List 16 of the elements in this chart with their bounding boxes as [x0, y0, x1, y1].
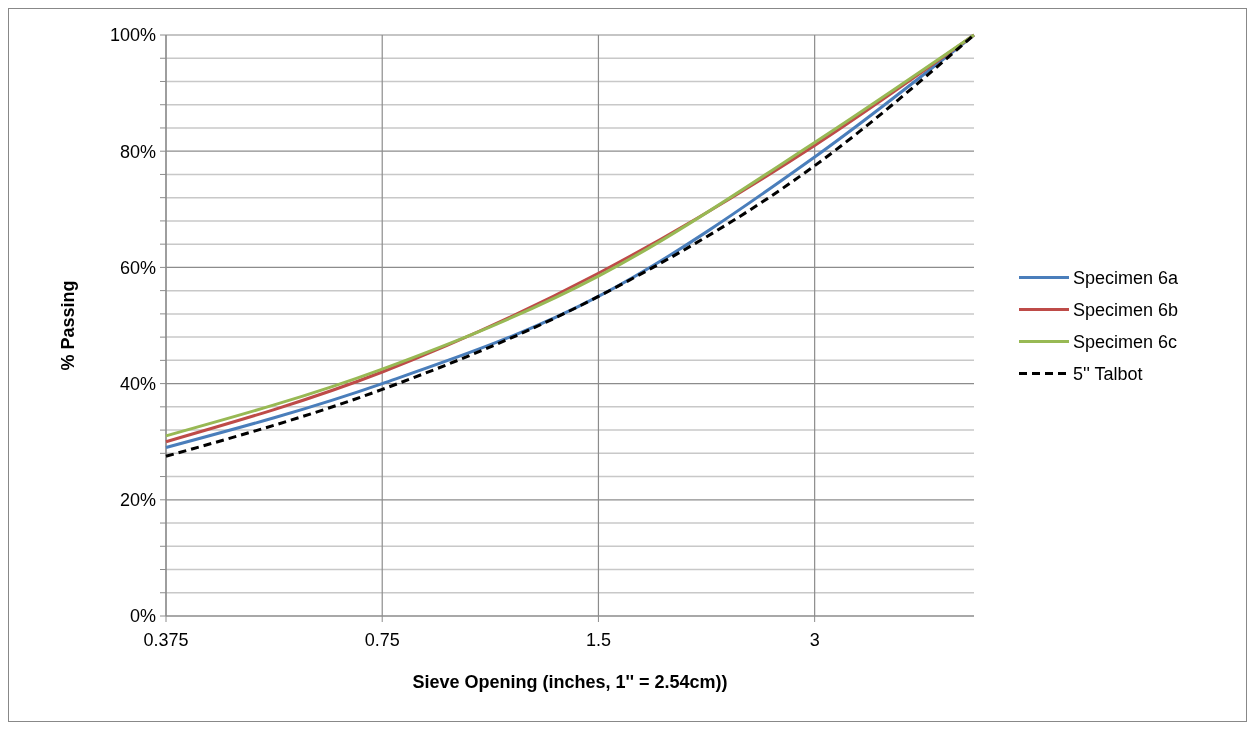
legend-label: 5'' Talbot	[1073, 363, 1143, 384]
y-tick-label: 40%	[119, 373, 156, 394]
y-tick-label: 60%	[119, 257, 156, 278]
y-tick-label: 80%	[119, 141, 156, 162]
x-axis-title: Sieve Opening (inches, 1'' = 2.54cm))	[412, 672, 728, 692]
x-tick-label: 0.375	[143, 630, 189, 650]
y-tick-label: 20%	[119, 490, 156, 511]
legend-label: Specimen 6c	[1073, 331, 1178, 352]
y-axis-title: % Passing	[58, 280, 78, 371]
legend-label: Specimen 6b	[1073, 299, 1179, 320]
x-tick-label: 3	[809, 630, 820, 650]
y-tick-label: 100%	[109, 25, 156, 46]
y-tick-label: 0%	[129, 606, 156, 627]
legend-label: Specimen 6a	[1073, 267, 1180, 288]
x-tick-label: 1.5	[585, 630, 611, 650]
x-tick-label: 0.75	[364, 630, 400, 650]
